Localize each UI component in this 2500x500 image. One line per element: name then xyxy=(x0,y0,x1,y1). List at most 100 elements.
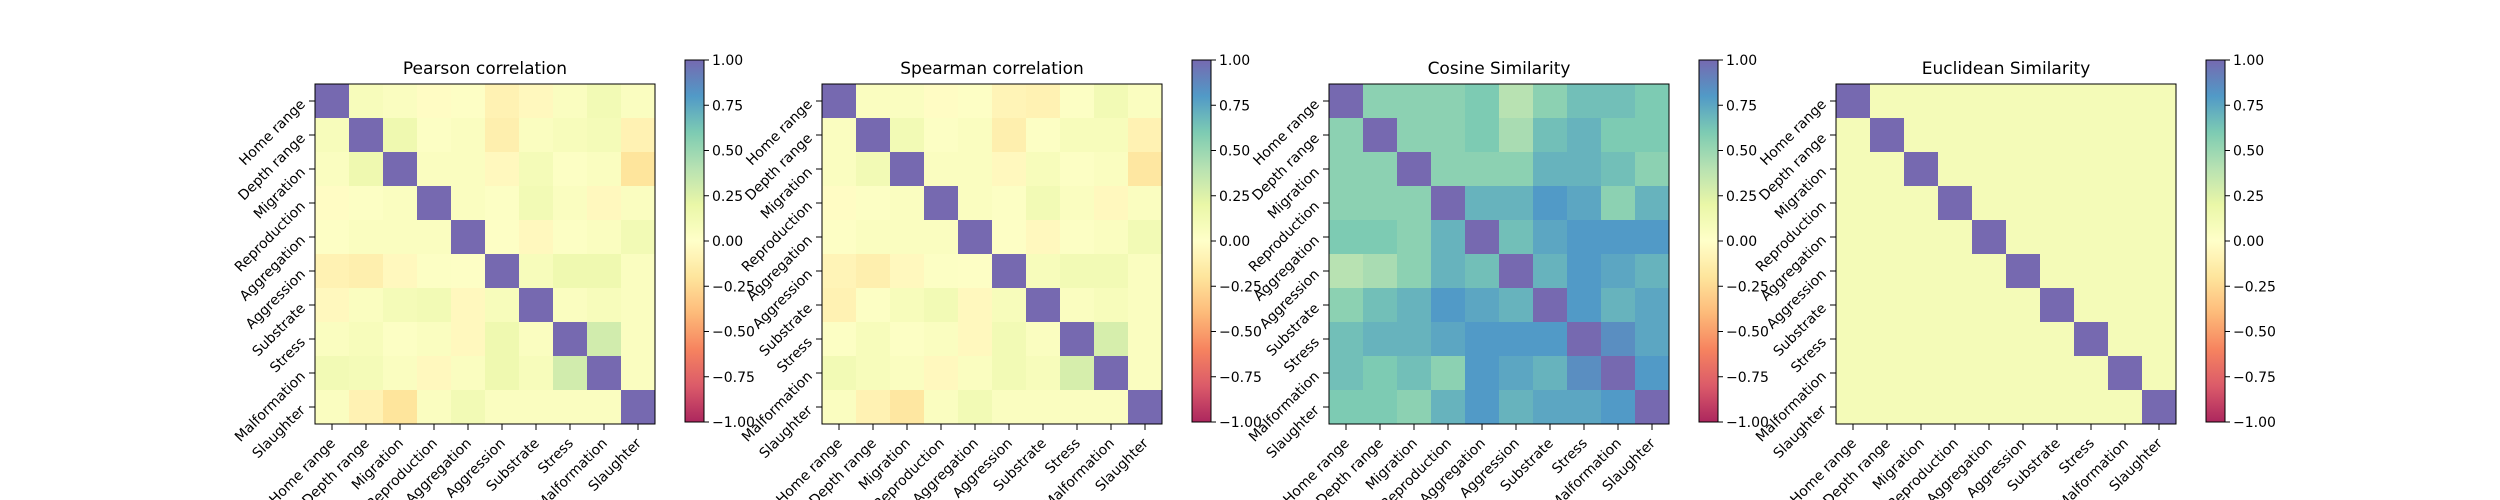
heatmap-cell xyxy=(1972,186,2007,221)
heatmap-cell xyxy=(1465,220,1500,255)
heatmap-cell xyxy=(1904,390,1939,425)
heatmap-cell xyxy=(856,118,891,153)
heatmap-cell xyxy=(1329,322,1364,357)
heatmap-cell xyxy=(1938,84,1973,119)
heatmap-cell xyxy=(992,152,1027,187)
heatmap-cell xyxy=(485,254,520,289)
heatmap-cell xyxy=(2142,186,2177,221)
heatmap-cell xyxy=(1972,118,2007,153)
heatmap-cell xyxy=(1363,322,1398,357)
heatmap-cell xyxy=(1904,152,1939,187)
heatmap-cell xyxy=(587,118,622,153)
heatmap-cell xyxy=(1060,288,1095,323)
heatmap-cell xyxy=(417,288,452,323)
heatmap-cell xyxy=(2074,152,2109,187)
heatmap-cell xyxy=(2142,356,2177,391)
heatmap-cell xyxy=(1363,288,1398,323)
heatmap-cell xyxy=(1397,186,1432,221)
heatmap-cell xyxy=(315,220,350,255)
plot-frame xyxy=(1835,83,2177,425)
colorbar-tick-label: 0.00 xyxy=(1219,234,1250,250)
heatmap-cell xyxy=(1128,356,1163,391)
heatmap-cell xyxy=(992,220,1027,255)
heatmap-cell xyxy=(1904,288,1939,323)
heatmap-cell xyxy=(856,220,891,255)
colorbar-gradient xyxy=(684,59,705,423)
heatmap-cell xyxy=(1972,254,2007,289)
heatmap-cell xyxy=(1938,254,1973,289)
heatmap-cell xyxy=(383,254,418,289)
heatmap-cell xyxy=(621,186,656,221)
heatmap-cell xyxy=(553,390,588,425)
heatmap-cell xyxy=(485,186,520,221)
heatmap-cell xyxy=(1533,356,1568,391)
heatmap-cell xyxy=(1431,84,1466,119)
heatmap-cell xyxy=(924,84,959,119)
plot-frame xyxy=(314,83,656,425)
heatmap-cell xyxy=(1499,254,1534,289)
heatmap-cell xyxy=(1329,220,1364,255)
heatmap-cell xyxy=(621,390,656,425)
heatmap-cell xyxy=(383,84,418,119)
heatmap-cell xyxy=(383,356,418,391)
heatmap-cell xyxy=(1836,322,1871,357)
heatmap-cell xyxy=(315,186,350,221)
heatmap-cell xyxy=(417,186,452,221)
heatmap-cell xyxy=(1635,84,1670,119)
heatmap-cell xyxy=(1329,84,1364,119)
heatmap-cell xyxy=(822,118,857,153)
heatmap-cell xyxy=(417,254,452,289)
heatmap-cell xyxy=(1567,84,1602,119)
heatmap-cell xyxy=(890,220,925,255)
colorbar-tick-label: −0.50 xyxy=(1219,325,1262,341)
heatmap-cell xyxy=(383,152,418,187)
heatmap-cell xyxy=(2108,390,2143,425)
heatmap-cell xyxy=(1972,220,2007,255)
heatmap-cell xyxy=(553,220,588,255)
heatmap-cell xyxy=(856,356,891,391)
heatmap-cell xyxy=(2006,186,2041,221)
heatmap-cell xyxy=(890,118,925,153)
heatmap-cell xyxy=(1465,254,1500,289)
heatmap-cell xyxy=(2006,220,2041,255)
colorbar: 1.00 0.75 0.50 0.25 0.00 −0.25 −0.50 −0.75 −1.00 xyxy=(1698,53,1769,431)
heatmap-cell xyxy=(822,356,857,391)
colorbar-gradient xyxy=(2205,59,2226,423)
heatmap-cell xyxy=(2040,254,2075,289)
heatmap-cell xyxy=(1431,220,1466,255)
heatmap-cell xyxy=(587,254,622,289)
heatmap-cell xyxy=(2108,322,2143,357)
heatmap-cell xyxy=(1601,254,1636,289)
heatmap-cell xyxy=(1635,390,1670,425)
heatmap-cell xyxy=(2108,186,2143,221)
colorbar-gradient xyxy=(1698,59,1719,423)
heatmap-cell xyxy=(1533,254,1568,289)
heatmap-cell xyxy=(1431,152,1466,187)
heatmap-cell xyxy=(1601,118,1636,153)
heatmap-cell xyxy=(924,254,959,289)
heatmap-cell xyxy=(1397,152,1432,187)
heatmap-cell xyxy=(1363,152,1398,187)
heatmap-cell xyxy=(1904,254,1939,289)
heatmap-cell xyxy=(1499,84,1534,119)
heatmap-cell xyxy=(1938,390,1973,425)
heatmap-cell xyxy=(992,322,1027,357)
heatmap-cell xyxy=(856,288,891,323)
heatmap-cell xyxy=(1431,356,1466,391)
heatmap-cell xyxy=(1836,390,1871,425)
heatmap-cell xyxy=(349,220,384,255)
heatmap-cell xyxy=(519,84,554,119)
heatmap-cell xyxy=(485,356,520,391)
colorbar-tick-label: −0.75 xyxy=(712,370,755,386)
heatmap-cell xyxy=(1635,288,1670,323)
heatmap-cell xyxy=(587,220,622,255)
heatmap-cell xyxy=(1094,84,1129,119)
heatmap-cell xyxy=(1026,186,1061,221)
heatmap-cell xyxy=(856,186,891,221)
heatmap-cell xyxy=(1533,186,1568,221)
heatmap-cell xyxy=(2040,186,2075,221)
heatmap-cell xyxy=(621,84,656,119)
heatmap-cell xyxy=(1972,390,2007,425)
heatmap-cell xyxy=(451,84,486,119)
